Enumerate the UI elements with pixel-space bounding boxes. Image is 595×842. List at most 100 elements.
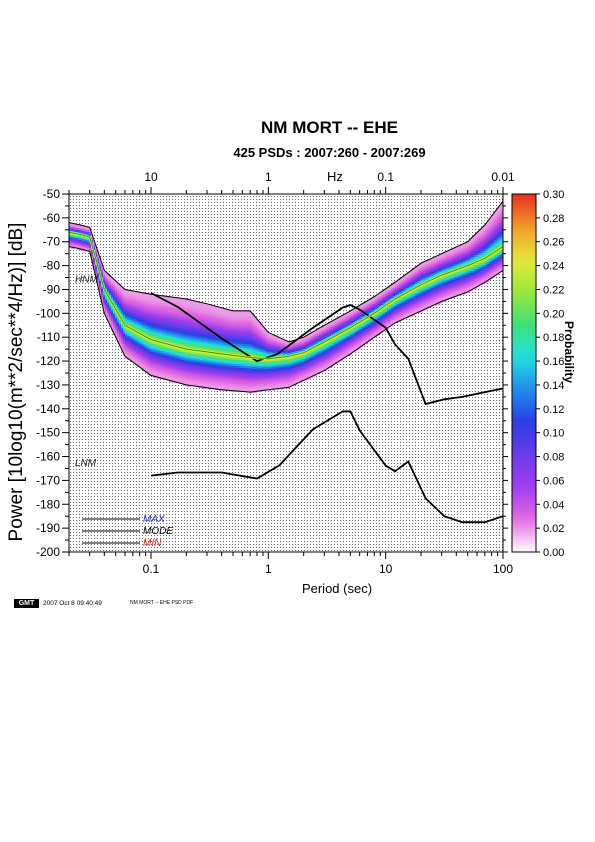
density-cell — [301, 349, 303, 351]
density-cell — [235, 332, 237, 334]
density-cell — [377, 312, 379, 314]
density-cell — [133, 331, 135, 333]
density-cell — [221, 381, 223, 383]
density-cell — [141, 358, 143, 360]
density-cell — [123, 348, 125, 350]
density-cell — [369, 327, 371, 329]
density-cell — [247, 368, 249, 370]
density-cell — [283, 365, 285, 367]
density-cell — [375, 307, 377, 309]
density-cell — [137, 325, 139, 327]
density-cell — [111, 311, 113, 313]
density-cell — [175, 335, 177, 337]
density-cell — [137, 315, 139, 317]
density-cell — [183, 304, 185, 306]
density-cell — [105, 301, 107, 303]
density-cell — [241, 358, 243, 360]
density-cell — [159, 353, 161, 355]
density-cell — [131, 336, 133, 338]
density-cell — [231, 348, 233, 350]
density-cell — [251, 331, 253, 333]
density-cell — [289, 385, 291, 387]
density-cell — [337, 321, 339, 323]
density-cell — [285, 350, 287, 352]
density-cell — [175, 317, 177, 319]
density-cell — [147, 331, 149, 333]
density-cell — [177, 309, 179, 311]
density-cell — [369, 303, 371, 305]
density-cell — [279, 369, 281, 371]
density-cell — [187, 381, 189, 383]
density-cell — [303, 367, 305, 369]
density-cell — [149, 324, 151, 326]
density-cell — [339, 352, 341, 354]
density-cell — [69, 242, 71, 244]
density-cell — [223, 360, 225, 362]
density-cell — [307, 336, 309, 338]
density-cell — [213, 373, 215, 375]
density-cell — [287, 371, 289, 373]
density-cell — [221, 357, 223, 359]
density-cell — [347, 330, 349, 332]
density-cell — [155, 358, 157, 360]
density-cell — [233, 316, 235, 318]
density-cell — [315, 348, 317, 350]
density-cell — [197, 327, 199, 329]
density-cell — [165, 302, 167, 304]
density-cell — [153, 342, 155, 344]
density-cell — [155, 314, 157, 316]
density-cell — [207, 356, 209, 358]
density-cell — [251, 337, 253, 339]
density-cell — [239, 372, 241, 374]
density-cell — [183, 374, 185, 376]
density-cell — [221, 359, 223, 361]
density-cell — [249, 354, 251, 356]
density-cell — [161, 323, 163, 325]
density-cell — [319, 341, 321, 343]
density-cell — [299, 346, 301, 348]
density-cell — [229, 386, 231, 388]
density-cell — [269, 387, 271, 389]
density-cell — [211, 369, 213, 371]
density-cell — [191, 380, 193, 382]
density-cell — [373, 310, 375, 312]
density-cell — [83, 239, 85, 241]
density-cell — [117, 307, 119, 309]
density-cell — [249, 368, 251, 370]
density-cell — [157, 371, 159, 373]
density-cell — [133, 309, 135, 311]
density-cell — [83, 247, 85, 249]
density-cell — [157, 297, 159, 299]
density-cell — [259, 348, 261, 350]
density-cell — [193, 354, 195, 356]
density-cell — [227, 315, 229, 317]
density-cell — [313, 357, 315, 359]
density-cell — [219, 373, 221, 375]
density-cell — [69, 230, 71, 232]
density-cell — [327, 341, 329, 343]
density-cell — [389, 305, 391, 307]
density-cell — [129, 334, 131, 336]
density-cell — [179, 302, 181, 304]
density-cell — [165, 328, 167, 330]
density-cell — [241, 346, 243, 348]
density-cell — [127, 322, 129, 324]
density-cell — [123, 350, 125, 352]
density-cell — [155, 334, 157, 336]
density-cell — [199, 334, 201, 336]
density-cell — [163, 313, 165, 315]
density-cell — [259, 386, 261, 388]
density-cell — [313, 367, 315, 369]
density-cell — [355, 309, 357, 311]
density-cell — [229, 336, 231, 338]
density-cell — [205, 331, 207, 333]
density-cell — [265, 367, 267, 369]
density-cell — [175, 379, 177, 381]
density-cell — [303, 339, 305, 341]
density-cell — [143, 348, 145, 350]
density-cell — [143, 370, 145, 372]
density-cell — [149, 294, 151, 296]
density-cell — [323, 359, 325, 361]
density-cell — [139, 334, 141, 336]
density-cell — [277, 340, 279, 342]
